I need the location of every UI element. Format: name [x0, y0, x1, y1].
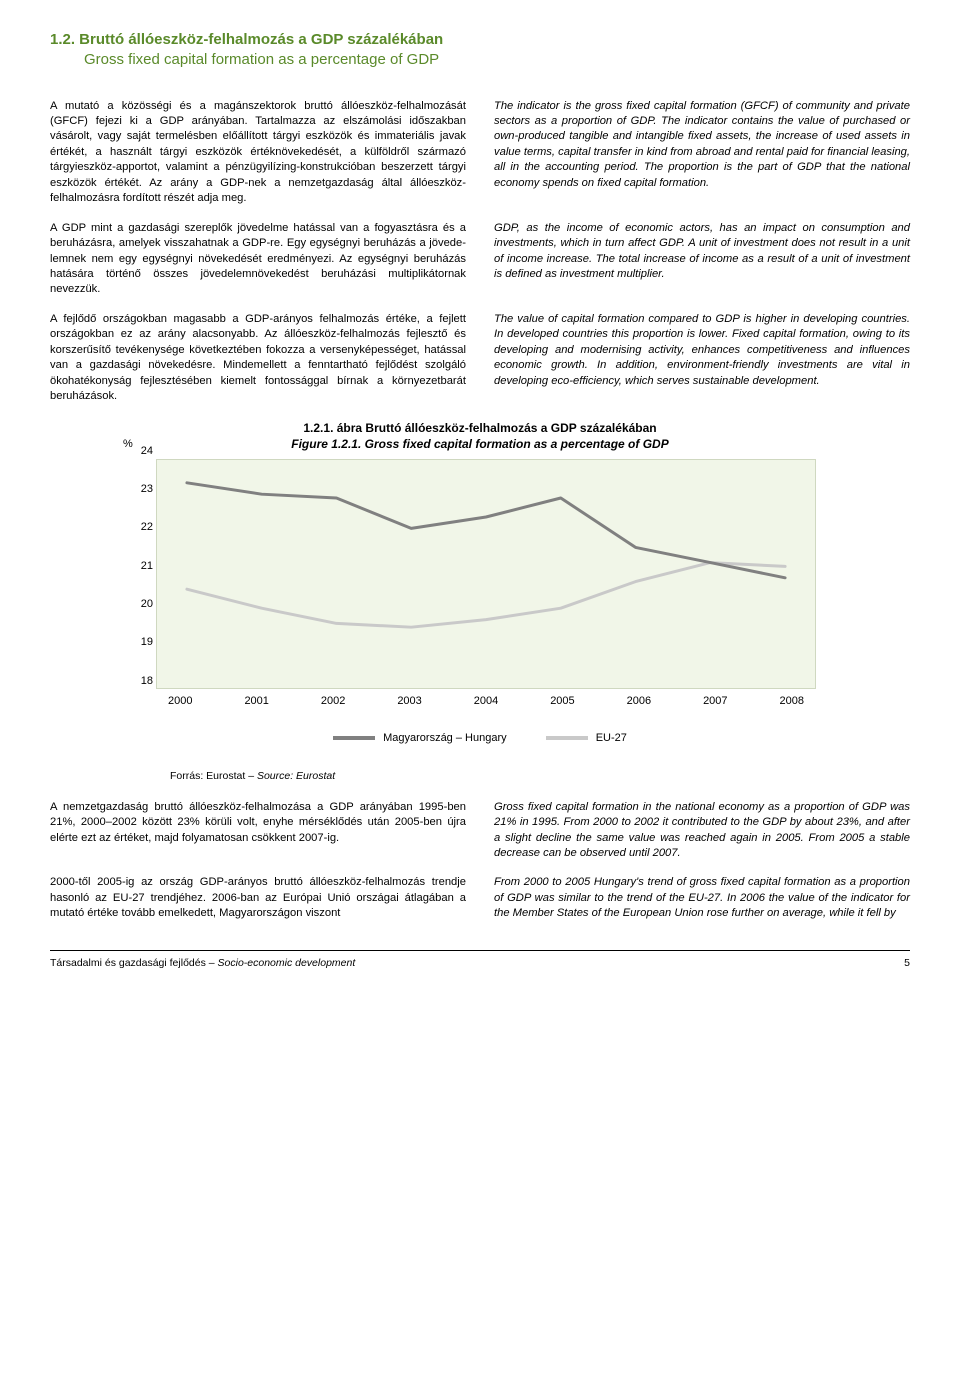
para1-en: The indicator is the gross fixed capital…	[494, 99, 910, 192]
paragraph-block-5: 2000-től 2005-ig az ország GDP-arányos b…	[50, 875, 910, 921]
chart-plot-area: % 24232221201918	[156, 459, 816, 689]
page-number: 5	[904, 957, 910, 969]
figure-title-hu: 1.2.1. ábra Bruttó állóeszköz-felhalmozá…	[50, 421, 910, 435]
para3-en: The value of capital formation compared …	[494, 312, 910, 389]
source-en: Source: Eurostat	[257, 770, 335, 782]
page-footer: Társadalmi és gazdasági fejlődés – Socio…	[50, 950, 910, 969]
para5-en: From 2000 to 2005 Hungary's trend of gro…	[494, 875, 910, 921]
source-label: Forrás: Eurostat –	[170, 770, 257, 782]
legend-item-eu27: EU-27	[546, 732, 627, 744]
legend-item-hungary: Magyarország – Hungary	[333, 732, 507, 744]
footer-left: Társadalmi és gazdasági fejlődés – Socio…	[50, 957, 355, 969]
para1-hu: A mutató a közösségi és a magánszektorok…	[50, 99, 466, 207]
paragraph-block-3: A fejlődő országokban magasabb a GDP-ará…	[50, 312, 910, 405]
legend-swatch-eu27	[546, 736, 588, 740]
title-hu: 1.2. Bruttó állóeszköz-felhalmozás a GDP…	[50, 30, 910, 50]
para4-hu: A nemzetgazdaság bruttó állóeszköz-felha…	[50, 800, 466, 846]
figure-title-en: Figure 1.2.1. Gross fixed capital format…	[50, 437, 910, 451]
section-title: 1.2. Bruttó állóeszköz-felhalmozás a GDP…	[50, 30, 910, 71]
paragraph-block-2: A GDP mint a gazdasági szereplők jövedel…	[50, 221, 910, 298]
x-axis-labels: 200020012002200320042005200620072008	[156, 695, 816, 707]
chart-legend: Magyarország – Hungary EU-27	[120, 731, 840, 744]
paragraph-block-4: A nemzetgazdaság bruttó állóeszköz-felha…	[50, 800, 910, 862]
legend-label-hungary: Magyarország – Hungary	[383, 732, 507, 744]
source-note: Forrás: Eurostat – Source: Eurostat	[170, 770, 910, 782]
para2-en: GDP, as the income of economic actors, h…	[494, 221, 910, 283]
para4-en: Gross fixed capital formation in the nat…	[494, 800, 910, 862]
legend-swatch-hungary	[333, 736, 375, 740]
chart-svg	[157, 460, 815, 688]
para3-hu: A fejlődő országokban magasabb a GDP-ará…	[50, 312, 466, 405]
title-en: Gross fixed capital formation as a perce…	[84, 50, 910, 70]
y-axis-labels: 24232221201918	[123, 452, 153, 680]
legend-label-eu27: EU-27	[596, 732, 627, 744]
chart-container: % 24232221201918 20002001200220032004200…	[120, 459, 840, 744]
para2-hu: A GDP mint a gazdasági szereplők jövedel…	[50, 221, 466, 298]
para5-hu: 2000-től 2005-ig az ország GDP-arányos b…	[50, 875, 466, 921]
paragraph-block-1: A mutató a közösségi és a magánszektorok…	[50, 99, 910, 207]
